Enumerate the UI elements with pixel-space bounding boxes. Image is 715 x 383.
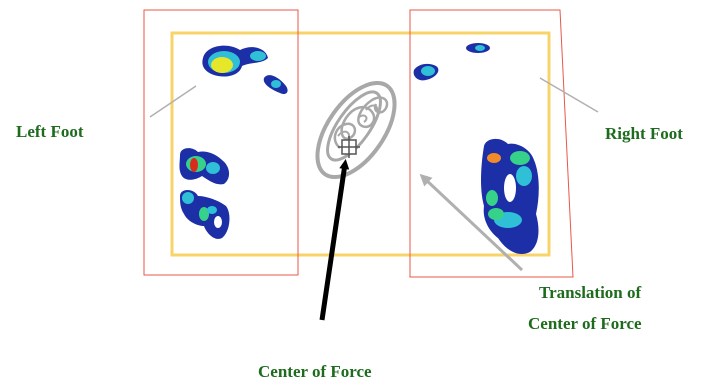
trajectory-inner-ellipse: [326, 90, 382, 162]
left-foot-leader-line: [149, 85, 197, 118]
right-forefoot-mid: [421, 66, 435, 76]
right-heel-orange: [487, 153, 501, 163]
center-of-force-arrow: [319, 159, 350, 321]
left-heel-lower-hole: [214, 216, 222, 228]
right-heel-green-upper: [510, 151, 530, 165]
left-heel-lower-cyan: [182, 192, 194, 204]
right-toe-mid: [475, 45, 485, 51]
right-foot-pressure-map: [413, 43, 539, 255]
left-heel-peak: [190, 158, 198, 172]
left-forefoot-high: [211, 57, 233, 73]
right-heel-hole: [504, 174, 516, 202]
right-heel-green-mid: [486, 190, 498, 206]
pressure-mat-outline: [170, 31, 551, 257]
right-heel-cyan-upper: [516, 166, 532, 186]
translation-arrow: [419, 173, 524, 272]
left-heel-lower-green: [199, 207, 209, 221]
center-of-force-trajectory: [315, 80, 397, 180]
trajectory-loops: [333, 96, 389, 149]
left-heel-lower-cyan2: [207, 206, 217, 214]
left-toe-mid: [271, 80, 281, 88]
left-foot-pressure-map: [179, 45, 288, 239]
left-heel-upper-cyan: [206, 162, 220, 174]
left-foot-box: [143, 9, 299, 276]
translation-label-line2: Center of Force: [528, 314, 642, 333]
left-foot-label: Left Foot: [16, 122, 84, 141]
left-forefoot-toe: [250, 51, 266, 61]
trajectory-outer-ellipse: [315, 80, 397, 180]
right-foot-label: Right Foot: [605, 124, 683, 143]
right-heel-green-lower: [488, 208, 504, 220]
right-foot-box: [409, 9, 574, 278]
translation-label-line1: Translation of: [539, 283, 642, 302]
right-foot-leader-line: [539, 77, 599, 113]
center-of-force-label: Center of Force: [258, 362, 372, 381]
